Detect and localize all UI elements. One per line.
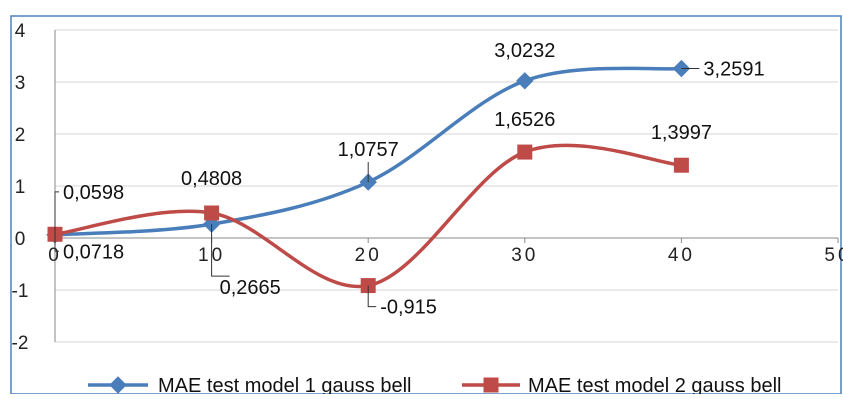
data-label-s2-40: 1,3997	[651, 122, 712, 144]
data-label-s1-0: 0,0598	[63, 182, 124, 204]
data-label-s1-10: 0,2665	[220, 277, 281, 299]
x-tick-label: 10	[198, 245, 225, 266]
x-tick-label: 50	[824, 245, 843, 266]
data-label-s2-10: 0,4808	[181, 168, 242, 190]
series-2-point-30	[517, 144, 533, 160]
data-label-s1-20: 1,0757	[338, 139, 399, 161]
legend-label-1: MAE test model 1 gauss bell	[158, 375, 411, 394]
x-tick-label: 40	[668, 245, 695, 266]
data-label-leader	[367, 285, 377, 308]
series-2-point-10	[204, 205, 220, 221]
series-2-point-40	[673, 157, 689, 173]
legend: MAE test model 1 gauss bell MAE test mode…	[88, 375, 781, 397]
data-label-s2-30: 1,6526	[494, 109, 555, 131]
data-label-s1-30: 3,0232	[494, 40, 555, 62]
legend-marker-2	[483, 377, 499, 393]
data-label-s2-20: -0,915	[380, 297, 437, 319]
x-tick-label: 30	[511, 245, 538, 266]
x-tick-label: 20	[355, 245, 382, 266]
data-label-s1-40: 3,2591	[703, 59, 764, 81]
data-label-leader	[54, 191, 59, 235]
chart-frame	[10, 15, 842, 395]
y-tick-label: 2	[15, 125, 26, 146]
gridlines	[55, 29, 838, 343]
data-labels: 0,0598 0,2665 1,0757 3,0232 3,2591 0,0718 0,48…	[54, 40, 765, 319]
data-label-leader	[54, 234, 59, 252]
data-label-leader	[211, 224, 230, 277]
y-tick-label: -2	[12, 333, 29, 354]
y-tick-label: 3	[15, 73, 26, 94]
y-tick-label: 1	[15, 177, 26, 198]
series-1-point-30	[516, 72, 534, 90]
data-label-s2-0: 0,0718	[63, 241, 124, 263]
y-tick-label: 4	[15, 21, 26, 42]
y-tick-label: -1	[12, 281, 29, 302]
x-tick-label: 0	[48, 245, 62, 266]
legend-label-2: MAE test model 2 gauss bell	[528, 375, 781, 394]
legend-marker-1	[109, 376, 127, 394]
y-tick-label: 0	[15, 229, 26, 250]
